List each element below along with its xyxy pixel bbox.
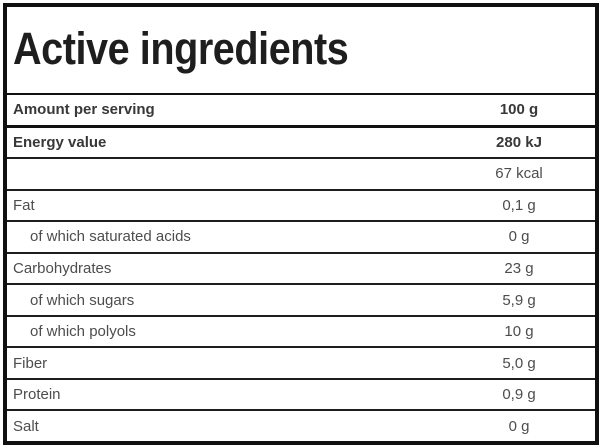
- table-row-fiber: Fiber 5,0 g: [7, 348, 595, 380]
- row-label: Fat: [13, 196, 35, 214]
- row-label: of which sugars: [30, 291, 135, 309]
- row-label: Fiber: [13, 354, 48, 372]
- nutrition-table: Amount per serving 100 g Energy value 28…: [7, 95, 595, 441]
- row-value: 67 kcal: [495, 165, 543, 183]
- page-title: Active ingredients: [13, 22, 349, 74]
- row-label: Protein: [13, 386, 61, 404]
- row-value: 10 g: [504, 323, 534, 341]
- table-row-saturated-acids: of which saturated acids 0 g: [7, 222, 595, 254]
- row-label: of which saturated acids: [30, 228, 191, 246]
- row-value: 0,1 g: [502, 196, 536, 214]
- nutrition-label-box: Active ingredients Amount per serving 10…: [3, 3, 599, 445]
- table-row-salt: Salt 0 g: [7, 411, 595, 441]
- table-row-energy-kcal: 67 kcal: [7, 159, 595, 191]
- table-row-polyols: of which polyols 10 g: [7, 317, 595, 349]
- row-value: 280 kJ: [496, 133, 542, 151]
- row-value: 5,9 g: [502, 291, 536, 309]
- row-label: Energy value: [13, 133, 107, 151]
- label-header: Active ingredients: [7, 7, 595, 95]
- row-label: Salt: [13, 417, 39, 435]
- row-value: 0 g: [508, 228, 530, 246]
- table-row-energy-value: Energy value 280 kJ: [7, 128, 595, 160]
- row-label: of which polyols: [30, 323, 136, 341]
- row-value: 23 g: [504, 260, 534, 277]
- row-value: 100 g: [499, 101, 539, 119]
- row-label: Amount per serving: [13, 101, 155, 119]
- row-value: 0,9 g: [502, 386, 536, 404]
- table-row-protein: Protein 0,9 g: [7, 380, 595, 412]
- table-row-carbohydrates: Carbohydrates 23 g: [7, 254, 595, 286]
- table-row-amount-per-serving: Amount per serving 100 g: [7, 95, 595, 128]
- row-value: 5,0 g: [502, 354, 536, 372]
- row-value: 0 g: [508, 417, 530, 435]
- table-row-sugars: of which sugars 5,9 g: [7, 285, 595, 317]
- table-row-fat: Fat 0,1 g: [7, 191, 595, 223]
- row-label: Carbohydrates: [13, 260, 112, 277]
